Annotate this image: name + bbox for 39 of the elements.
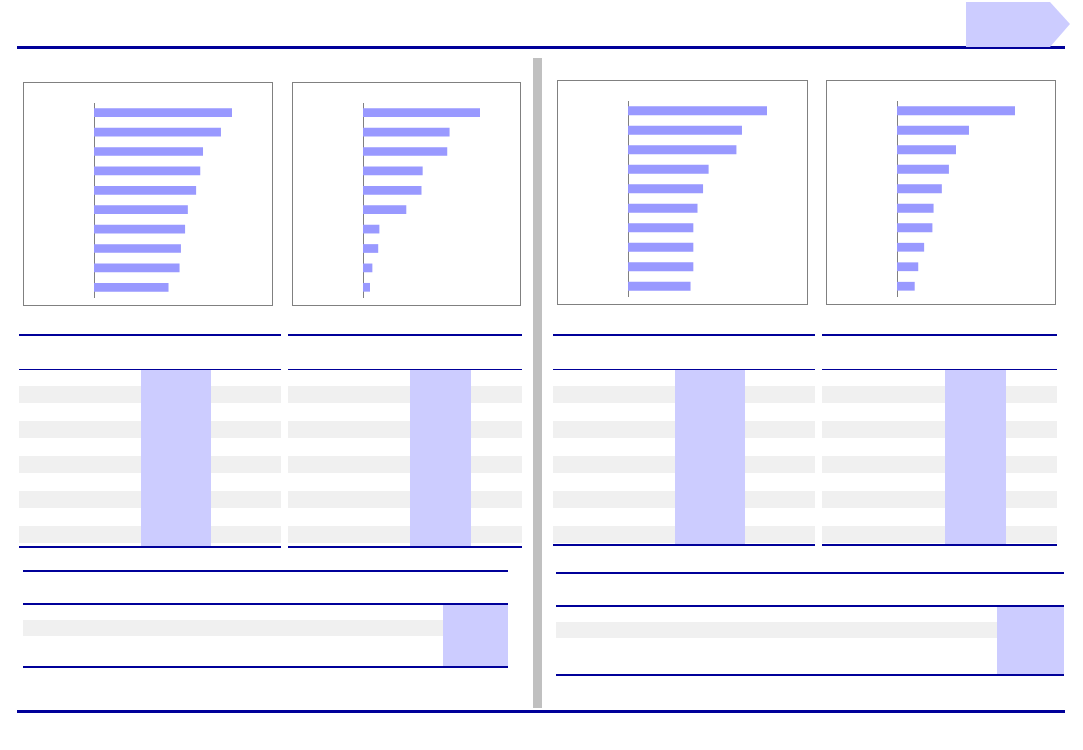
- bar: [628, 262, 694, 272]
- bar: [628, 145, 737, 155]
- bar: [897, 164, 949, 174]
- bar: [897, 184, 942, 194]
- bar: [628, 106, 767, 116]
- bar: [897, 281, 915, 291]
- bar: [363, 205, 407, 215]
- bar: [628, 242, 694, 252]
- bar: [897, 262, 919, 272]
- bar: [94, 205, 188, 215]
- bar: [897, 125, 969, 135]
- bar: [363, 224, 380, 234]
- bar: [897, 203, 934, 213]
- bar: [628, 223, 694, 233]
- bar: [94, 127, 221, 137]
- bar: [628, 184, 704, 194]
- bar: [628, 203, 698, 213]
- bar: [94, 282, 169, 292]
- bar: [897, 223, 933, 233]
- bar: [94, 108, 232, 118]
- bar: [94, 263, 180, 273]
- bar: [363, 166, 423, 176]
- bar: [94, 185, 197, 195]
- bar: [897, 106, 1015, 116]
- bar: [363, 244, 379, 253]
- bar: [897, 145, 956, 155]
- bar: [94, 224, 186, 234]
- bar: [628, 281, 691, 291]
- bar: [628, 125, 742, 135]
- bar: [94, 166, 201, 176]
- bar: [363, 282, 371, 292]
- bar: [363, 127, 450, 137]
- bar: [363, 147, 448, 156]
- bar: [628, 164, 709, 174]
- bar: [897, 242, 925, 252]
- bar: [94, 244, 181, 253]
- bar: [363, 108, 480, 118]
- bar: [94, 147, 204, 156]
- bar: [363, 185, 422, 195]
